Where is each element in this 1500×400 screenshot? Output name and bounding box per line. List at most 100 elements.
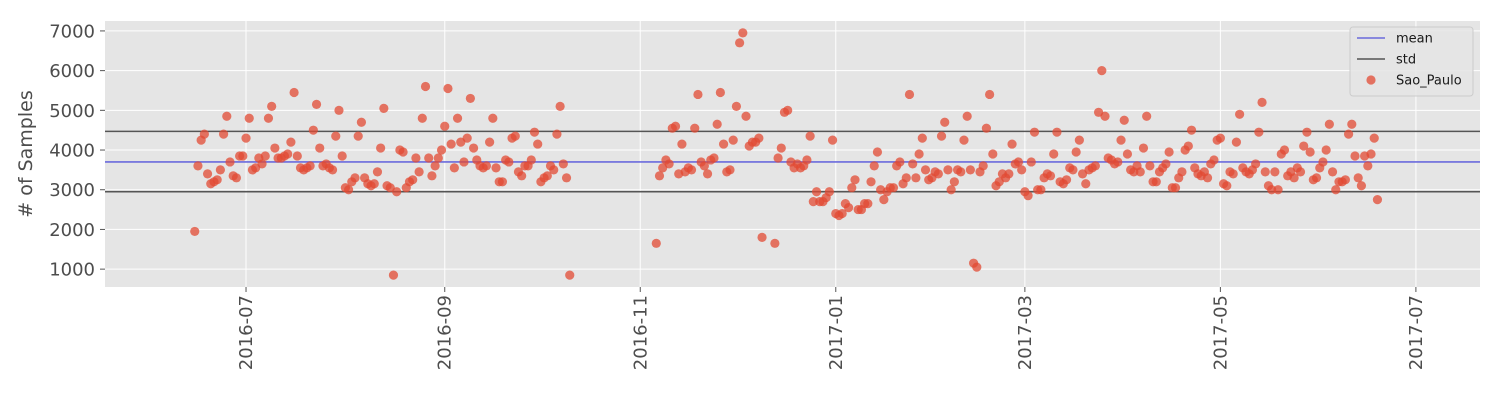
- data-point: [1049, 149, 1059, 159]
- data-point: [1142, 111, 1152, 121]
- data-point: [311, 99, 322, 109]
- data-point: [985, 89, 995, 100]
- data-point: [1327, 167, 1338, 177]
- data-point: [690, 123, 700, 133]
- y-tick-label: 4000: [49, 141, 95, 162]
- data-point: [1068, 165, 1078, 175]
- legend-mean-label: mean: [1396, 32, 1433, 47]
- data-point: [286, 137, 296, 147]
- data-point: [1023, 191, 1033, 201]
- data-point: [558, 159, 568, 169]
- data-point: [488, 113, 498, 123]
- data-point: [1081, 179, 1091, 189]
- data-point: [863, 199, 873, 209]
- legend-std-label: std: [1396, 53, 1416, 68]
- data-point: [504, 157, 514, 167]
- data-point: [424, 153, 434, 163]
- data-point: [379, 103, 389, 113]
- data-point: [956, 167, 966, 177]
- data-point: [1295, 167, 1306, 177]
- data-point: [215, 165, 225, 175]
- data-point: [879, 195, 889, 205]
- x-axis: 2016-07 2016-09 2016-11 2017-01 2017-03 2017-…: [236, 287, 1427, 370]
- data-point: [465, 93, 475, 104]
- data-point: [1321, 145, 1331, 155]
- x-tick-label: 2017-05: [1210, 295, 1231, 370]
- data-point: [805, 131, 815, 141]
- data-point: [670, 121, 681, 131]
- data-point: [959, 135, 969, 145]
- data-point: [654, 171, 665, 181]
- data-point: [1186, 125, 1197, 135]
- data-point: [372, 167, 383, 177]
- gridlines: [105, 21, 1480, 287]
- data-point: [1340, 175, 1350, 185]
- legend: mean std Sao_Paulo: [1349, 26, 1474, 97]
- data-point: [754, 133, 764, 143]
- data-point: [1183, 141, 1193, 151]
- y-tick-label: 1000: [49, 260, 95, 281]
- y-axis-label: # of Samples: [15, 90, 37, 217]
- data-point: [430, 161, 440, 171]
- data-point: [1372, 195, 1383, 205]
- data-point: [1151, 177, 1161, 187]
- data-point: [1235, 109, 1245, 119]
- data-point: [920, 165, 931, 175]
- data-point: [1090, 161, 1100, 171]
- plot-background: [105, 21, 1480, 287]
- data-point: [686, 165, 697, 175]
- data-point: [1071, 147, 1081, 157]
- x-tick-label: 2017-03: [1015, 295, 1036, 370]
- data-point: [936, 131, 947, 141]
- data-point: [542, 171, 552, 181]
- data-point: [289, 87, 299, 98]
- data-point: [1331, 185, 1341, 195]
- data-points: [190, 28, 1383, 280]
- data-point: [866, 177, 876, 187]
- data-point: [843, 202, 854, 213]
- data-point: [728, 135, 738, 145]
- data-point: [420, 81, 431, 92]
- data-point: [462, 133, 472, 143]
- data-point: [741, 111, 751, 121]
- x-tick-label: 2017-01: [826, 295, 847, 370]
- y-axis: 1000 2000 3000 4000 5000 6000 7000: [49, 21, 105, 281]
- y-tick-label: 2000: [49, 220, 95, 241]
- data-point: [1122, 149, 1133, 159]
- data-point: [1017, 165, 1027, 175]
- y-tick-label: 5000: [49, 101, 95, 122]
- data-point: [943, 165, 953, 175]
- data-point: [449, 163, 459, 173]
- data-point: [485, 137, 495, 147]
- data-point: [212, 175, 222, 185]
- data-point: [565, 270, 575, 280]
- data-point: [257, 159, 267, 169]
- data-point: [1324, 119, 1334, 129]
- data-point: [517, 171, 527, 181]
- data-point: [783, 105, 793, 115]
- data-point: [337, 151, 347, 161]
- data-point: [1013, 157, 1024, 167]
- data-point: [1138, 143, 1149, 153]
- data-point: [1029, 127, 1040, 137]
- data-point: [238, 151, 248, 161]
- data-point: [526, 155, 536, 165]
- data-point: [388, 270, 399, 280]
- data-point: [715, 87, 725, 98]
- data-point: [712, 119, 722, 129]
- data-point: [1222, 181, 1232, 191]
- data-point: [911, 173, 921, 183]
- data-point: [1145, 161, 1155, 171]
- data-point: [1356, 181, 1367, 191]
- data-point: [933, 169, 943, 179]
- data-point: [376, 143, 386, 153]
- data-point: [811, 187, 822, 197]
- data-point: [468, 143, 479, 153]
- data-point: [408, 175, 418, 185]
- data-point: [914, 149, 924, 159]
- data-point: [561, 173, 572, 183]
- data-point: [443, 83, 453, 94]
- data-point: [225, 157, 235, 167]
- data-point: [1026, 157, 1036, 167]
